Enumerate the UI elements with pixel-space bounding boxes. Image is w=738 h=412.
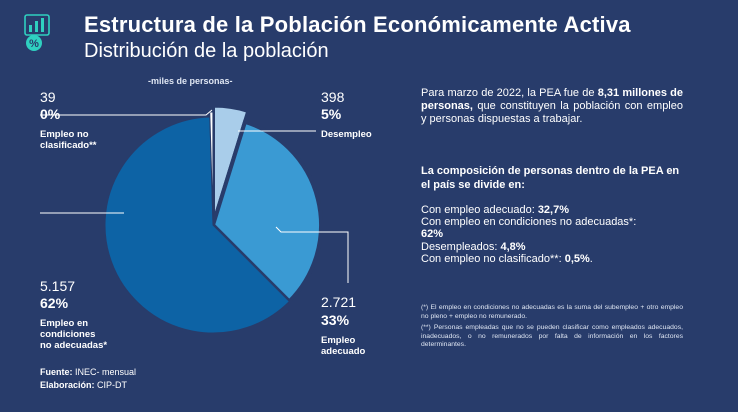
chart-units-note: -miles de personas-: [148, 76, 233, 86]
list-item: Con empleo no clasificado**: 0,5%.: [421, 252, 593, 265]
pie-slice-2: [104, 116, 291, 334]
elaboration-line: Elaboración: CIP-DT: [40, 380, 128, 390]
list-item: Con empleo adecuado: 32,7%: [421, 204, 570, 216]
footnotes: (*) El empleo en condiciones no adecuada…: [421, 304, 683, 353]
page-title: Estructura de la Población Económicament…: [84, 12, 631, 37]
composition-heading: La composición de personas dentro de la …: [421, 165, 680, 191]
noclas-value: 39: [40, 89, 56, 105]
list-item: Desempleados: 4,8%: [421, 240, 526, 253]
summary-paragraph: Para marzo de 2022, la PEA fue de 8,31 m…: [421, 87, 683, 125]
desempleo-value: 398: [321, 89, 345, 105]
leader-noclas: [40, 109, 213, 116]
footnote: (*) El empleo en condiciones no adecuada…: [421, 304, 683, 320]
noclas-label: Empleo no clasificado**: [40, 129, 97, 151]
pie-slice-1: [210, 119, 323, 305]
adecuado-value: 2.721: [321, 294, 357, 310]
list-item: Con empleo en condiciones no adecuadas*:…: [421, 216, 637, 241]
source-line: Fuente: INEC- mensual: [40, 367, 137, 377]
adecuado-percent: 33%: [321, 312, 350, 328]
adecuado-label: Empleo adecuado: [321, 335, 366, 357]
bar-chart-percent-icon: %: [24, 14, 50, 51]
inadecuado-label: Empleo en condiciones no adecuadas*: [40, 318, 108, 351]
inadecuado-value: 5.157: [40, 278, 76, 294]
svg-text:%: %: [29, 38, 39, 50]
desempleo-label: Desempleo: [321, 129, 372, 140]
desempleo-percent: 5%: [321, 106, 342, 122]
inadecuado-percent: 62%: [40, 295, 69, 311]
footnote: (**) Personas empleadas que no se pueden…: [421, 324, 683, 349]
leader-adecuado: [275, 226, 349, 283]
page-subtitle: Distribución de la población: [84, 40, 329, 62]
noclas-percent: 0%: [40, 106, 61, 122]
composition-list: Con empleo adecuado: 32,7% Con empleo en…: [421, 204, 661, 265]
